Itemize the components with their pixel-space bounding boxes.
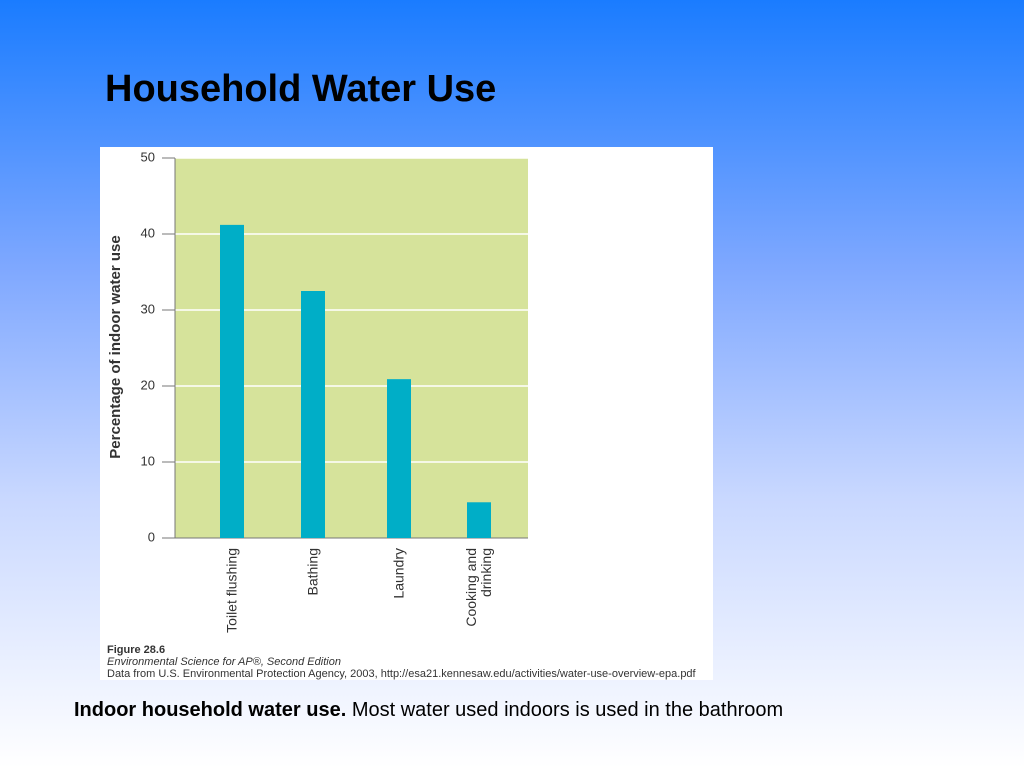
bar [387,379,411,538]
bar [301,291,325,538]
y-tick-label: 0 [148,529,155,544]
y-axis-label: Percentage of indoor water use [107,235,124,458]
caption-text: Most water used indoors is used in the b… [351,699,784,721]
slide-title: Household Water Use [105,68,497,110]
y-tick-label: 40 [141,225,155,240]
x-tick-label: Bathing [304,548,321,596]
bar [220,224,244,538]
y-tick-label: 50 [141,149,155,164]
bar [467,502,491,538]
x-tick-label: Toilet flushing [223,548,240,633]
x-tick-label: Cooking and drinking [463,548,494,627]
figure-credit: Data from U.S. Environmental Protection … [107,668,696,680]
slide-caption: Indoor household water use. Most water u… [74,696,854,725]
y-tick-label: 30 [141,301,155,316]
y-tick-label: 20 [141,377,155,392]
caption-bold: Indoor household water use. [74,699,347,721]
x-tick-label: Laundry [390,548,407,599]
figure-caption: Figure 28.6 Environmental Science for AP… [107,644,696,680]
figure-source: Environmental Science for AP®, Second Ed… [107,656,341,668]
y-tick-label: 10 [141,453,155,468]
figure-label: Figure 28.6 [107,644,166,656]
